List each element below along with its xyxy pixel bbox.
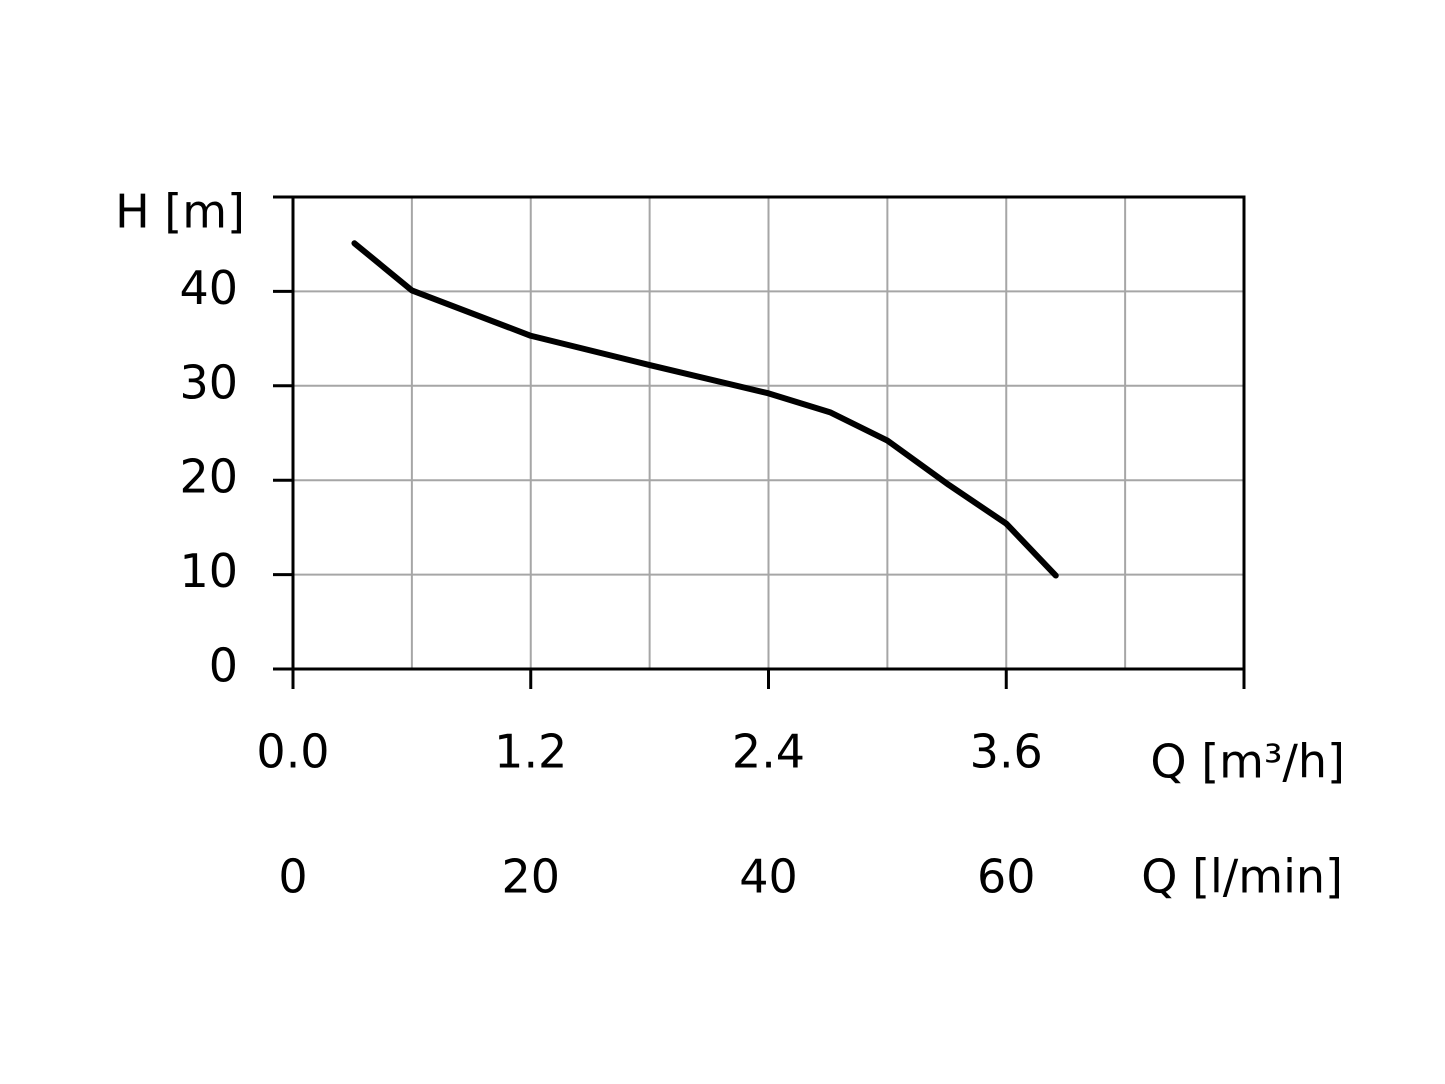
y-tick-label: 30 (179, 355, 238, 409)
x2-tick-label: 60 (977, 850, 1036, 904)
x2-tick-label: 0 (278, 850, 307, 904)
y-tick-label: 10 (179, 544, 238, 598)
x-axis-label: Q [m³/h] (1150, 735, 1345, 789)
x-tick-label: 1.2 (494, 725, 567, 779)
y-tick-label: 40 (179, 261, 238, 315)
x-tick-label: 2.4 (732, 725, 805, 779)
x2-tick-label: 40 (739, 850, 798, 904)
x2-axis-label: Q [l/min] (1141, 850, 1343, 904)
pump-curve (351, 240, 1059, 579)
x-tick-label: 3.6 (970, 725, 1043, 779)
y-tick-label: 20 (179, 450, 238, 504)
x-tick-label: 0.0 (256, 725, 329, 779)
x2-tick-label: 20 (501, 850, 560, 904)
y-axis-label: H [m] (115, 185, 245, 239)
y-tick-label: 0 (209, 639, 238, 693)
